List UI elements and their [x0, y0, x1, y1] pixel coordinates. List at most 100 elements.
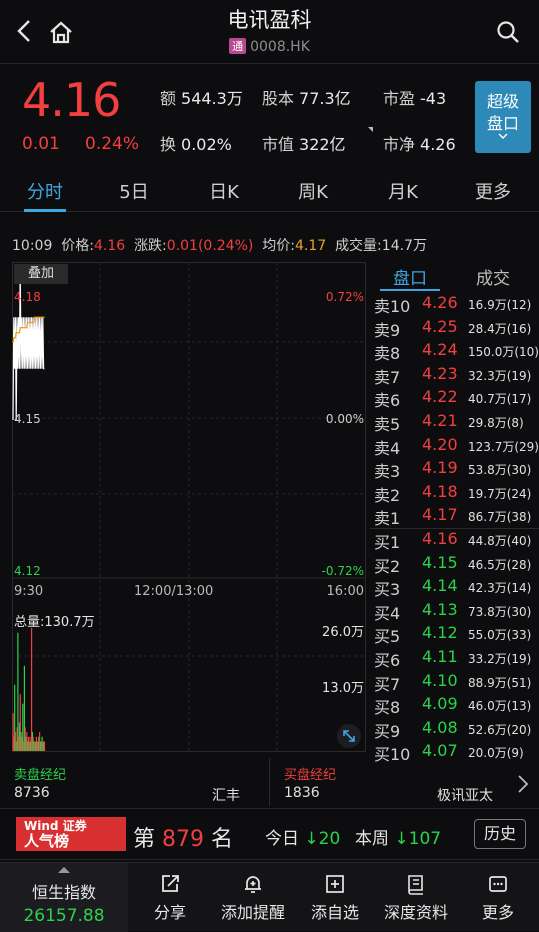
volume-total: 总量:130.7万 [14, 615, 95, 630]
search-icon[interactable] [496, 20, 520, 48]
book-icon [408, 875, 423, 895]
volume-bar [18, 722, 21, 751]
bid-row[interactable]: 买3 4.14 42.3万(14) [372, 576, 539, 599]
level-label: 买7 [374, 674, 401, 694]
level-label: 买3 [374, 580, 401, 600]
tab-intraday[interactable]: 分时 [27, 182, 63, 203]
back-icon[interactable] [14, 18, 36, 48]
ask-row[interactable]: 卖9 4.25 28.4万(16) [372, 317, 539, 340]
rank-week: 本周 ↓107 [355, 829, 442, 849]
change-value: 0.01 [22, 134, 60, 154]
chevron-up-icon [58, 867, 70, 873]
level-label: 卖4 [374, 438, 401, 458]
ask-row[interactable]: 卖10 4.26 16.9万(12) [372, 293, 539, 316]
tab-orderbook[interactable]: 盘口 [393, 269, 427, 289]
volume-bar [14, 684, 16, 751]
level-price: 4.24 [422, 340, 458, 360]
bid-row[interactable]: 买10 4.07 20.0万(9) [372, 741, 539, 764]
popularity-ranking[interactable]: Wind 证券 人气榜 第 879 名 今日 ↓20 本周 ↓107 历史 [0, 808, 539, 860]
ask-row[interactable]: 卖7 4.23 32.3万(19) [372, 364, 539, 387]
volume-bar [35, 741, 37, 751]
quote-turnover: 换 0.02% [160, 135, 232, 154]
level-label: 卖10 [374, 297, 411, 316]
y-tick-mid: 4.15 [14, 412, 41, 426]
level-price: 4.13 [422, 599, 458, 619]
overlay-button[interactable]: 叠加 [14, 264, 68, 284]
more-button[interactable]: 更多 [475, 873, 521, 923]
level-volume: 52.6万(20) [468, 722, 532, 737]
header: 电讯盈科 通 0008.HK [0, 0, 539, 64]
level-volume: 42.3万(14) [468, 581, 532, 596]
ask-row[interactable]: 卖3 4.19 53.8万(30) [372, 458, 539, 481]
tab-daily-k[interactable]: 日K [209, 182, 239, 203]
bell-icon [245, 876, 261, 893]
x-tick-open: 9:30 [14, 584, 44, 599]
volume-bar [31, 628, 33, 751]
level-price: 4.07 [422, 741, 458, 761]
level-label: 买8 [374, 698, 401, 718]
volume-bar [12, 713, 14, 751]
level-volume: 86.7万(38) [468, 510, 532, 525]
index-ticker[interactable]: 恒生指数 26157.88 [0, 863, 128, 932]
ask-row[interactable]: 卖4 4.20 123.7万(29) [372, 435, 539, 458]
volume-bar [39, 741, 42, 751]
bid-row[interactable]: 买6 4.11 33.2万(19) [372, 647, 539, 670]
super-orderbook-button[interactable]: 超级 盘口 [475, 81, 531, 153]
tab-more[interactable]: 更多 [475, 182, 511, 203]
bid-row[interactable]: 买7 4.10 88.9万(51) [372, 671, 539, 694]
sell-broker-title: 卖盘经纪 [14, 768, 67, 783]
share-icon [162, 875, 179, 892]
ask-row[interactable]: 卖1 4.17 86.7万(38) [372, 505, 539, 528]
share-button[interactable]: 分享 [145, 873, 195, 923]
volume-bar [23, 665, 25, 751]
bid-row[interactable]: 买2 4.15 46.5万(28) [372, 553, 539, 576]
buy-broker-panel[interactable]: 买盘经纪 1836 极讯亚太 [272, 758, 539, 806]
bottom-toolbar: 恒生指数 26157.88 分享 添加提醒 添自选 深度资料 更多 [0, 862, 539, 932]
buy-broker-code: 1836 [284, 785, 320, 801]
level-volume: 28.4万(16) [468, 321, 532, 336]
history-button[interactable]: 历史 [474, 819, 526, 849]
deep-data-button[interactable]: 深度资料 [378, 873, 454, 923]
bid-row[interactable]: 买8 4.09 46.0万(13) [372, 694, 539, 717]
bid-row[interactable]: 买4 4.13 73.8万(30) [372, 600, 539, 623]
quote-market-cap: 市值 322亿 [262, 135, 346, 154]
level-volume: 44.8万(40) [468, 534, 532, 548]
down-arrow-icon: ↓ [394, 829, 409, 849]
level-volume: 123.7万(29) [468, 439, 539, 454]
add-alert-button[interactable]: 添加提醒 [213, 873, 293, 923]
home-icon[interactable] [48, 20, 74, 48]
level-label: 卖7 [374, 367, 401, 387]
ask-row[interactable]: 卖6 4.22 40.7万(17) [372, 387, 539, 410]
intraday-chart[interactable]: 4.18 4.15 4.12 0.72% 0.00% -0.72% 9:30 1… [12, 262, 366, 752]
tab-weekly-k[interactable]: 周K [298, 182, 328, 203]
volume-bar [43, 741, 45, 751]
level-price: 4.17 [422, 505, 458, 525]
ask-row[interactable]: 卖8 4.24 150.0万(10) [372, 340, 539, 363]
chart-grid [12, 262, 366, 752]
level-price: 4.12 [422, 623, 458, 643]
level-label: 买5 [374, 627, 401, 647]
sell-broker-name: 汇丰 [212, 788, 240, 804]
tab-monthly-k[interactable]: 月K [388, 182, 418, 203]
level-label: 买10 [374, 745, 411, 765]
volume-bar [29, 736, 31, 751]
level-label: 买9 [374, 721, 401, 741]
wind-ranking-logo: Wind 证券 人气榜 [16, 817, 126, 851]
volume-bar [24, 727, 26, 751]
ask-row[interactable]: 卖2 4.18 19.7万(24) [372, 482, 539, 505]
level-price: 4.18 [422, 481, 458, 501]
fullscreen-icon[interactable] [337, 724, 361, 748]
tab-5day[interactable]: 5日 [119, 182, 149, 203]
bid-row[interactable]: 买9 4.08 52.6万(20) [372, 718, 539, 741]
bid-row[interactable]: 买5 4.12 55.0万(33) [372, 623, 539, 646]
level-price: 4.26 [422, 293, 458, 312]
ask-row[interactable]: 卖5 4.21 29.8万(8) [372, 411, 539, 434]
level-price: 4.10 [422, 670, 458, 690]
volume-bar [22, 703, 24, 751]
level-label: 买1 [374, 533, 401, 552]
add-watchlist-button[interactable]: 添自选 [305, 873, 365, 923]
sell-broker-panel[interactable]: 卖盘经纪 8736 汇丰 [0, 758, 270, 806]
volume-bar [26, 732, 28, 751]
bid-row[interactable]: 买1 4.16 44.8万(40) [372, 529, 539, 552]
tab-trades[interactable]: 成交 [476, 269, 510, 289]
